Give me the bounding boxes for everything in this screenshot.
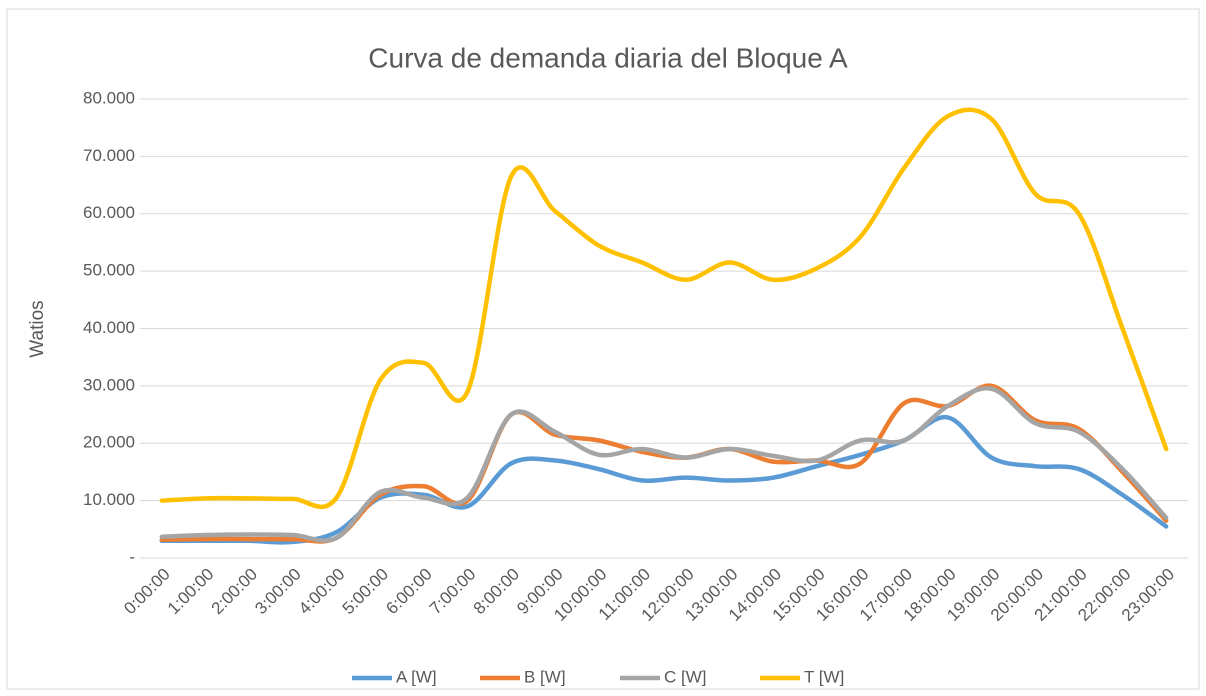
y-tick-label: 60.000 <box>83 203 135 222</box>
series-line <box>159 107 1169 510</box>
chart-title: Curva de demanda diaria del Bloque A <box>368 42 848 73</box>
y-tick-label: 70.000 <box>83 146 135 165</box>
y-tick-label: 20.000 <box>83 433 135 452</box>
y-axis-label: Watios <box>27 300 48 357</box>
y-tick-label: 10.000 <box>83 490 135 509</box>
chart-frame <box>6 8 1200 690</box>
series-line <box>159 415 1169 545</box>
legend-label: A [W] <box>396 667 437 686</box>
y-tick-label: 80.000 <box>83 88 135 107</box>
legend-label: T [W] <box>804 667 844 686</box>
y-tick-label: 30.000 <box>83 375 135 394</box>
y-tick-label: - <box>129 547 135 566</box>
legend-label: B [W] <box>524 667 566 686</box>
series-line <box>159 386 1169 543</box>
y-tick-label: 50.000 <box>83 261 135 280</box>
y-tick-label: 40.000 <box>83 318 135 337</box>
legend-label: C [W] <box>664 667 707 686</box>
